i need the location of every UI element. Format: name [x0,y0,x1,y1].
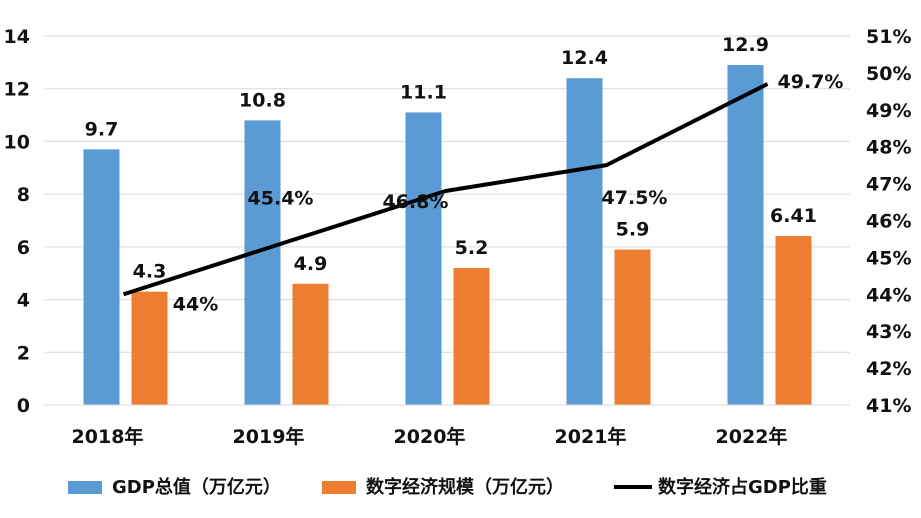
x-tick-label: 2020年 [394,425,466,448]
y-right-tick-label: 46% [866,211,911,233]
data-label: 12.9 [722,34,769,56]
data-label: 11.1 [400,81,447,103]
y-right-tick-label: 43% [866,321,911,343]
y-right-tick-label: 49% [866,100,911,122]
y-right-tick-label: 50% [866,63,911,85]
data-label: 4.9 [294,253,328,275]
y-left-tick-label: 14 [4,26,30,48]
y-right-tick-label: 42% [866,358,911,380]
y-right-tick-label: 47% [866,174,911,196]
bar [566,78,603,406]
bar [83,149,120,405]
y-left-tick-label: 2 [17,342,30,364]
x-tick-label: 2022年 [716,425,788,448]
bar [614,249,651,405]
y-left-tick-label: 8 [17,184,30,206]
legend-label: 数字经济规模（万亿元） [366,476,564,498]
x-tick-label: 2021年 [555,425,627,448]
x-tick-label: 2019年 [233,425,305,448]
line-data-label: 46.8% [383,191,449,213]
y-right-tick-label: 45% [866,247,911,269]
data-label: 5.9 [616,218,650,240]
bar [244,120,281,405]
line-data-label: 49.7% [778,71,844,93]
line-data-label: 45.4% [248,188,314,210]
y-right-tick-label: 41% [866,395,911,417]
y-right-tick-label: 51% [866,26,911,48]
line-data-label: 47.5% [602,187,668,209]
y-left-tick-label: 6 [17,237,30,259]
bar [405,112,442,405]
y-right-tick-label: 44% [866,284,911,306]
x-tick-label: 2018年 [72,425,144,448]
bar [775,236,812,405]
series-line [122,82,769,297]
y-left-tick-label: 12 [4,79,30,101]
legend-swatch [68,481,102,494]
y-left-tick-label: 4 [17,290,30,312]
y-left-tick-label: 10 [4,131,30,153]
bar [131,291,168,405]
bar [453,267,490,405]
data-label: 10.8 [239,89,286,111]
data-label: 6.41 [770,205,817,227]
bar [292,283,329,405]
line-data-label: 44% [173,293,218,315]
data-label: 12.4 [561,47,608,69]
data-label: 5.2 [455,237,489,259]
y-left-tick-label: 0 [17,395,30,417]
legend-label: 数字经济占GDP比重 [658,476,827,498]
bar [727,64,764,405]
legend-label: GDP总值（万亿元） [112,476,281,498]
legend-swatch [322,481,356,494]
y-right-tick-label: 48% [866,137,911,159]
data-label: 9.7 [85,118,119,140]
data-label: 4.3 [133,261,167,283]
